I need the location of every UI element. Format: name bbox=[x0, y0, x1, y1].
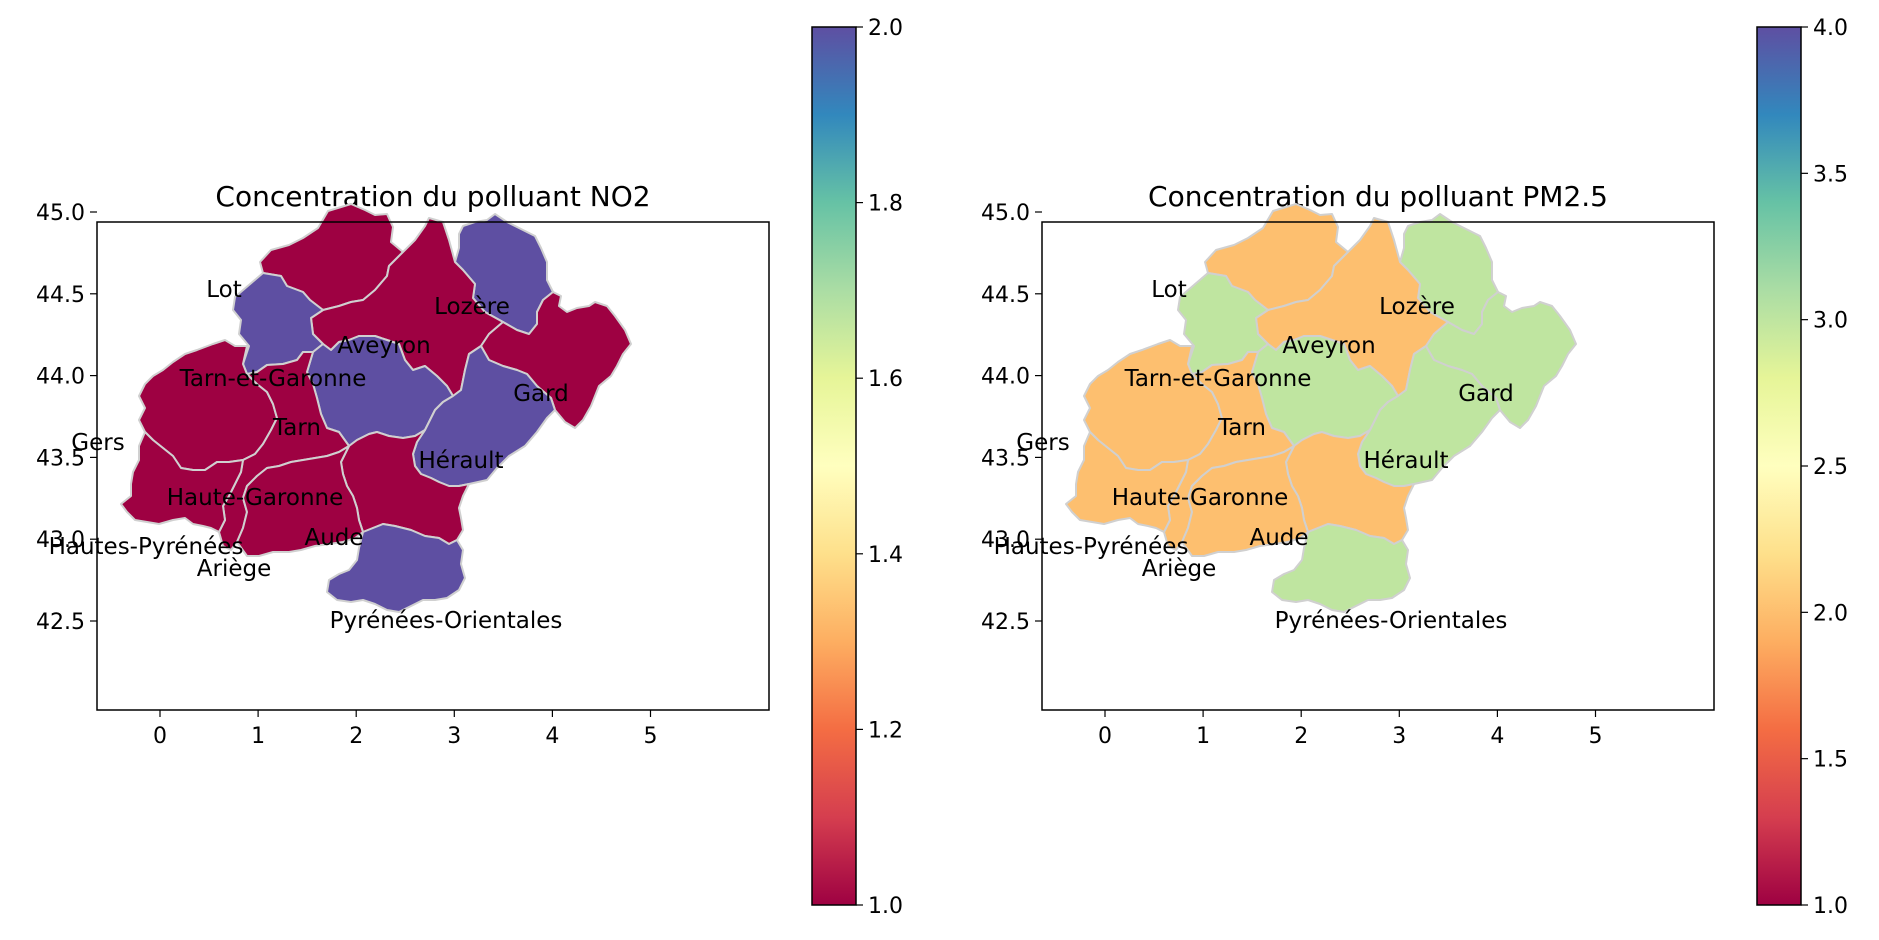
pm25-label-lozere: Lozère bbox=[1379, 294, 1455, 320]
no2-label-lot: Lot bbox=[206, 277, 242, 303]
pm25-label-gard: Gard bbox=[1458, 381, 1514, 407]
pm25-department-shapes bbox=[1065, 203, 1577, 613]
pm25-region-hautes-pyrenees bbox=[1065, 431, 1189, 533]
pm25-y-tick-label: 44.0 bbox=[981, 365, 1030, 390]
pm25-y-tick-label: 45.0 bbox=[981, 201, 1030, 226]
no2-colorbar: 1.0 1.2 1.4 1.6 1.8 2.0 bbox=[811, 16, 903, 919]
no2-department-shapes bbox=[120, 203, 632, 613]
pm25-colorbar: 1.0 1.5 2.0 2.5 3.0 3.5 4.0 bbox=[1756, 16, 1848, 919]
no2-y-tick-label: 44.5 bbox=[36, 283, 85, 308]
no2-x-tick-label: 0 bbox=[153, 724, 167, 749]
pm25-x-tick-label: 3 bbox=[1392, 724, 1406, 749]
no2-colorbar-frame bbox=[811, 26, 857, 906]
no2-y-tick-label: 43.0 bbox=[36, 528, 85, 553]
pm25-x-tick-label: 2 bbox=[1294, 724, 1308, 749]
no2-y-tick-label: 44.0 bbox=[36, 365, 85, 390]
pm25-label-haute-garonne: Haute-Garonne bbox=[1112, 485, 1289, 511]
no2-colorbar-ticks: 1.0 1.2 1.4 1.6 1.8 2.0 bbox=[856, 16, 903, 919]
pm25-label-pyrenees-orientales: Pyrénées-Orientales bbox=[1275, 608, 1508, 634]
no2-region-hautes-pyrenees bbox=[120, 431, 244, 533]
no2-label-aude: Aude bbox=[304, 525, 363, 551]
pm25-label-lot: Lot bbox=[1151, 277, 1187, 303]
no2-map-y-axis: 42.5 43.0 43.5 44.0 44.5 45.0 bbox=[36, 201, 97, 635]
no2-colorbar-tick-label: 1.8 bbox=[868, 192, 903, 217]
pm25-colorbar-tick-label: 2.0 bbox=[1813, 601, 1848, 626]
pm25-map-title: Concentration du polluant PM2.5 bbox=[1148, 180, 1608, 213]
no2-label-tarn-et-garonne: Tarn-et-Garonne bbox=[179, 366, 367, 392]
no2-map-axes-frame bbox=[96, 221, 770, 711]
no2-y-tick-label: 45.0 bbox=[36, 201, 85, 226]
no2-label-hautes-pyrenees: Hautes-Pyrénées bbox=[49, 534, 244, 560]
no2-label-pyrenees-orientales: Pyrénées-Orientales bbox=[330, 608, 563, 634]
no2-colorbar-tick-label: 1.4 bbox=[868, 543, 903, 568]
pm25-label-ariege: Ariège bbox=[1142, 556, 1216, 582]
pm25-colorbar-tick-label: 3.5 bbox=[1813, 162, 1848, 187]
no2-map-title: Concentration du polluant NO2 bbox=[215, 180, 650, 213]
pm25-label-tarn: Tarn bbox=[1217, 415, 1266, 441]
pm25-x-tick-label: 1 bbox=[1196, 724, 1210, 749]
pm25-colorbar-tick-label: 4.0 bbox=[1813, 16, 1848, 41]
pm25-map-axes-frame bbox=[1041, 221, 1715, 711]
pm25-colorbar-tick-label: 3.0 bbox=[1813, 309, 1848, 334]
no2-x-tick-label: 4 bbox=[545, 724, 559, 749]
pm25-label-hautes-pyrenees: Hautes-Pyrénées bbox=[994, 534, 1189, 560]
no2-y-tick-label: 42.5 bbox=[36, 610, 85, 635]
no2-map-panel: Concentration du polluant NO2 LotLozèreA… bbox=[36, 180, 770, 749]
pm25-label-gers: Gers bbox=[1016, 430, 1069, 456]
pm25-colorbar-tick-label: 2.5 bbox=[1813, 455, 1848, 480]
no2-x-tick-label: 5 bbox=[644, 724, 658, 749]
pm25-y-tick-label: 43.0 bbox=[981, 528, 1030, 553]
pm25-colorbar-ticks: 1.0 1.5 2.0 2.5 3.0 3.5 4.0 bbox=[1801, 16, 1848, 919]
pm25-y-tick-label: 42.5 bbox=[981, 610, 1030, 635]
no2-label-gard: Gard bbox=[513, 381, 569, 407]
pm25-label-aveyron: Aveyron bbox=[1282, 333, 1375, 359]
no2-label-gers: Gers bbox=[71, 430, 124, 456]
pm25-map-panel: Concentration du polluant PM2.5 Lot Lozèr… bbox=[981, 180, 1715, 749]
pm25-label-aude: Aude bbox=[1249, 525, 1308, 551]
no2-y-tick-label: 43.5 bbox=[36, 446, 85, 471]
pm25-y-tick-label: 44.5 bbox=[981, 283, 1030, 308]
no2-colorbar-tick-label: 1.2 bbox=[868, 718, 903, 743]
no2-label-tarn: Tarn bbox=[272, 415, 321, 441]
no2-label-herault: Hérault bbox=[419, 448, 504, 474]
no2-colorbar-tick-label: 1.0 bbox=[868, 894, 903, 919]
pm25-x-tick-label: 0 bbox=[1098, 724, 1112, 749]
no2-label-lozere: Lozère bbox=[434, 294, 510, 320]
no2-colorbar-tick-label: 2.0 bbox=[868, 16, 903, 41]
pm25-map-x-axis: 0 1 2 3 4 5 bbox=[1098, 710, 1603, 749]
no2-x-tick-label: 1 bbox=[251, 724, 265, 749]
no2-label-ariege: Ariège bbox=[197, 556, 271, 582]
pm25-region-pyrenees-orientales bbox=[1271, 523, 1411, 613]
pm25-x-tick-label: 4 bbox=[1490, 724, 1504, 749]
pm25-region-ariege bbox=[1181, 445, 1309, 557]
no2-colorbar-tick-label: 1.6 bbox=[868, 367, 903, 392]
no2-x-tick-label: 2 bbox=[349, 724, 363, 749]
pm25-x-tick-label: 5 bbox=[1589, 724, 1603, 749]
no2-colorbar-gradient bbox=[812, 27, 856, 905]
no2-label-aveyron: Aveyron bbox=[337, 333, 430, 359]
no2-region-ariege bbox=[236, 445, 364, 557]
no2-label-haute-garonne: Haute-Garonne bbox=[167, 485, 344, 511]
pm25-label-tarn-et-garonne: Tarn-et-Garonne bbox=[1124, 366, 1312, 392]
no2-x-tick-label: 3 bbox=[447, 724, 461, 749]
pm25-map-y-axis: 42.5 43.0 43.5 44.0 44.5 45.0 bbox=[981, 201, 1042, 635]
pm25-y-tick-label: 43.5 bbox=[981, 446, 1030, 471]
pm25-colorbar-tick-label: 1.0 bbox=[1813, 894, 1848, 919]
pm25-colorbar-tick-label: 1.5 bbox=[1813, 748, 1848, 773]
pm25-label-herault: Hérault bbox=[1364, 448, 1449, 474]
no2-region-pyrenees-orientales bbox=[326, 523, 466, 613]
no2-map-x-axis: 0 1 2 3 4 5 bbox=[153, 710, 658, 749]
pm25-colorbar-gradient bbox=[1757, 27, 1801, 905]
